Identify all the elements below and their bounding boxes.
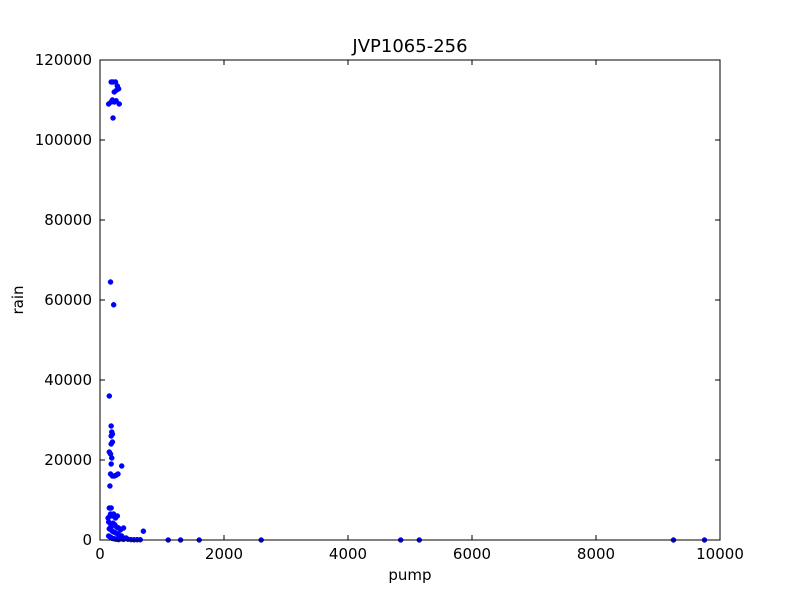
data-point	[109, 431, 116, 437]
y-tick-label: 20000	[44, 451, 92, 469]
data-point	[108, 423, 114, 429]
data-point	[108, 461, 114, 467]
x-tick-label: 10000	[696, 545, 744, 563]
data-point	[140, 528, 147, 534]
axis-ticks: 0 2000 4000 6000 8000 10000020000400006000080…	[35, 51, 744, 563]
data-point	[114, 513, 121, 519]
x-tick-label: 6000	[453, 545, 491, 563]
y-tick-label: 60000	[44, 291, 92, 309]
data-point	[116, 101, 122, 107]
data-point	[107, 279, 114, 285]
x-axis-label: pump	[388, 566, 431, 584]
x-tick-label: 4000	[329, 545, 367, 563]
x-tick-label: 2000	[205, 545, 243, 563]
y-tick-label: 40000	[44, 371, 92, 389]
x-tick-label: 8000	[577, 545, 615, 563]
data-point	[108, 505, 114, 511]
data-point	[110, 115, 116, 121]
data-point	[120, 525, 127, 531]
data-point	[115, 471, 121, 477]
data-point	[107, 483, 113, 489]
data-point	[106, 393, 113, 399]
y-tick-label: 80000	[44, 211, 92, 229]
x-tick-label: 0	[95, 545, 105, 563]
plot-frame	[99, 59, 721, 541]
data-point	[110, 302, 117, 308]
y-tick-label: 120000	[35, 51, 92, 69]
data-point	[109, 455, 115, 461]
data-point	[109, 439, 116, 445]
y-axis-label: rain	[9, 285, 27, 314]
chart-title: JVP1065-256	[351, 36, 467, 57]
data-point	[113, 87, 120, 93]
y-tick-label: 0	[82, 531, 92, 549]
y-tick-label: 100000	[35, 131, 92, 149]
data-point	[118, 463, 125, 469]
